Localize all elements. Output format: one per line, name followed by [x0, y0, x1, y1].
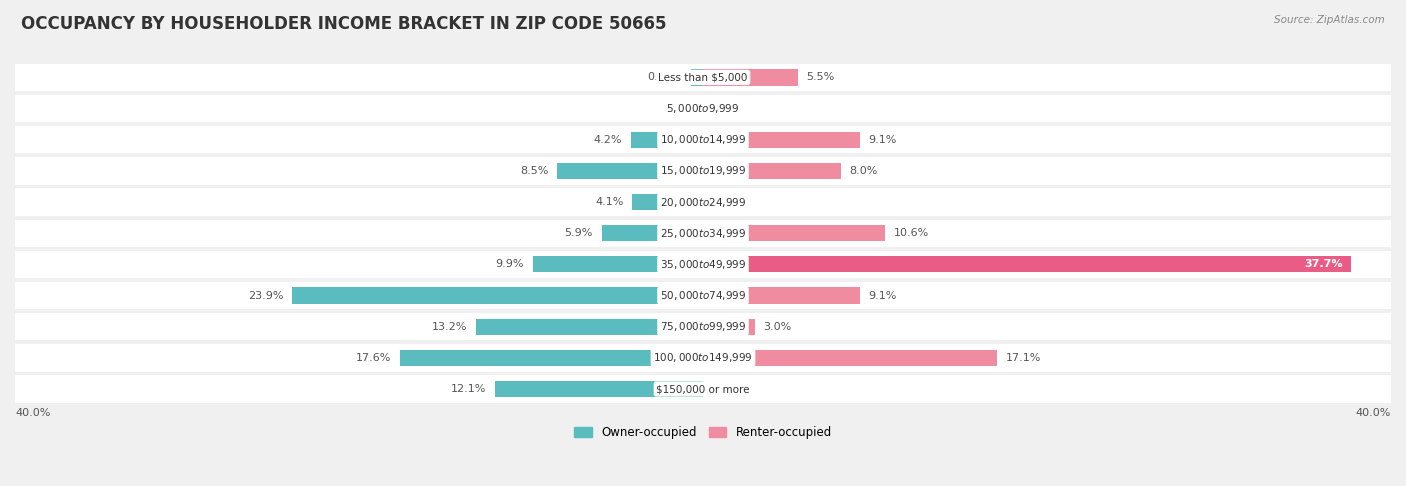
Text: 13.2%: 13.2%: [432, 322, 467, 331]
Text: 40.0%: 40.0%: [15, 408, 51, 417]
Bar: [15, 375, 1391, 403]
Bar: [557, 163, 703, 179]
Bar: [15, 313, 1391, 340]
Text: 4.2%: 4.2%: [593, 135, 623, 145]
Legend: Owner-occupied, Renter-occupied: Owner-occupied, Renter-occupied: [569, 421, 837, 444]
Text: $25,000 to $34,999: $25,000 to $34,999: [659, 226, 747, 240]
Text: 0.0%: 0.0%: [666, 104, 695, 114]
Text: $50,000 to $74,999: $50,000 to $74,999: [659, 289, 747, 302]
Bar: [15, 220, 1391, 247]
Bar: [15, 95, 1391, 122]
Bar: [15, 64, 1391, 91]
Bar: [631, 132, 703, 148]
Text: Less than $5,000: Less than $5,000: [658, 72, 748, 83]
Text: 0.0%: 0.0%: [711, 104, 740, 114]
Bar: [703, 163, 841, 179]
Text: 8.5%: 8.5%: [520, 166, 548, 176]
Text: $75,000 to $99,999: $75,000 to $99,999: [659, 320, 747, 333]
Bar: [703, 132, 859, 148]
Text: 5.5%: 5.5%: [806, 72, 834, 83]
Text: $5,000 to $9,999: $5,000 to $9,999: [666, 102, 740, 115]
Bar: [602, 225, 703, 242]
Bar: [633, 194, 703, 210]
Text: 0.68%: 0.68%: [647, 72, 683, 83]
Text: Source: ZipAtlas.com: Source: ZipAtlas.com: [1274, 15, 1385, 25]
Bar: [15, 126, 1391, 154]
Text: 5.9%: 5.9%: [565, 228, 593, 238]
Bar: [15, 251, 1391, 278]
Text: 17.1%: 17.1%: [1005, 353, 1040, 363]
Text: 9.9%: 9.9%: [496, 260, 524, 269]
Text: 4.1%: 4.1%: [596, 197, 624, 207]
Bar: [703, 69, 797, 86]
Text: $15,000 to $19,999: $15,000 to $19,999: [659, 164, 747, 177]
Text: 9.1%: 9.1%: [868, 135, 897, 145]
Text: $20,000 to $24,999: $20,000 to $24,999: [659, 195, 747, 208]
Bar: [703, 350, 997, 366]
Text: OCCUPANCY BY HOUSEHOLDER INCOME BRACKET IN ZIP CODE 50665: OCCUPANCY BY HOUSEHOLDER INCOME BRACKET …: [21, 15, 666, 33]
Bar: [533, 256, 703, 273]
Bar: [703, 287, 859, 304]
Bar: [15, 344, 1391, 372]
Bar: [703, 319, 755, 335]
Bar: [692, 69, 703, 86]
Text: 8.0%: 8.0%: [849, 166, 877, 176]
Bar: [495, 381, 703, 397]
Text: 3.0%: 3.0%: [763, 322, 792, 331]
Text: $100,000 to $149,999: $100,000 to $149,999: [654, 351, 752, 364]
Text: $10,000 to $14,999: $10,000 to $14,999: [659, 133, 747, 146]
Bar: [15, 282, 1391, 309]
Bar: [292, 287, 703, 304]
Bar: [15, 157, 1391, 185]
Text: 12.1%: 12.1%: [451, 384, 486, 394]
Text: 17.6%: 17.6%: [356, 353, 392, 363]
Text: 10.6%: 10.6%: [894, 228, 929, 238]
Text: 0.0%: 0.0%: [711, 197, 740, 207]
Bar: [401, 350, 703, 366]
Text: 23.9%: 23.9%: [247, 291, 284, 300]
Text: $35,000 to $49,999: $35,000 to $49,999: [659, 258, 747, 271]
Text: 37.7%: 37.7%: [1305, 260, 1343, 269]
Bar: [15, 189, 1391, 216]
Text: $150,000 or more: $150,000 or more: [657, 384, 749, 394]
Text: 9.1%: 9.1%: [868, 291, 897, 300]
Text: 0.0%: 0.0%: [711, 384, 740, 394]
Bar: [477, 319, 703, 335]
Bar: [703, 256, 1351, 273]
Text: 40.0%: 40.0%: [1355, 408, 1391, 417]
Bar: [703, 225, 886, 242]
